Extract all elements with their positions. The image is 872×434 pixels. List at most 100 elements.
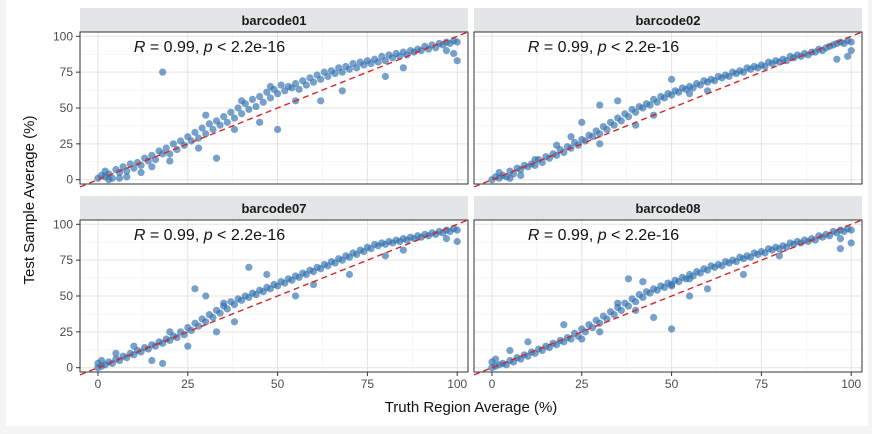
x-axis-title: Truth Region Average (%) <box>385 399 558 416</box>
data-point <box>309 78 318 86</box>
data-point <box>553 141 561 149</box>
x-tick-label: 0 <box>95 377 102 391</box>
data-point <box>453 237 461 246</box>
x-tick-label: 100 <box>447 377 467 391</box>
y-tick-label: 75 <box>60 65 74 79</box>
data-point <box>703 285 712 293</box>
data-point <box>578 118 586 126</box>
data-point <box>560 148 568 157</box>
y-tick-label: 25 <box>60 137 74 151</box>
data-point <box>442 235 451 243</box>
correlation-annotation: R = 0.99, p < 2.2e-16 <box>134 227 285 244</box>
data-point <box>381 252 389 260</box>
x-tick-label: 0 <box>489 377 496 391</box>
data-point <box>202 130 210 138</box>
data-point <box>194 144 203 152</box>
data-point <box>588 133 597 141</box>
correlation-annotation: R = 0.99, p < 2.2e-16 <box>528 39 679 56</box>
data-point <box>331 69 339 78</box>
panel-strip <box>80 196 468 220</box>
correlation-annotation: R = 0.99, p < 2.2e-16 <box>528 227 679 244</box>
data-point <box>338 68 346 76</box>
data-point <box>205 120 213 128</box>
data-point <box>115 174 124 182</box>
data-point <box>517 171 525 179</box>
data-point <box>273 90 282 98</box>
data-point <box>273 125 282 134</box>
data-point <box>291 292 300 300</box>
data-point <box>603 125 611 134</box>
data-point <box>223 118 231 126</box>
data-point <box>123 167 131 175</box>
data-point <box>148 163 156 171</box>
data-point <box>617 306 625 314</box>
data-point <box>524 338 532 346</box>
data-point <box>212 328 221 336</box>
x-tick-label: 75 <box>361 377 375 391</box>
data-point <box>624 302 633 310</box>
data-point <box>685 90 694 98</box>
data-point <box>302 81 310 89</box>
data-point <box>184 342 192 350</box>
y-tick-label: 100 <box>53 217 73 231</box>
data-point <box>847 38 855 46</box>
panel-border <box>473 31 863 185</box>
data-point <box>617 117 625 125</box>
y-tick-label: 50 <box>60 101 74 115</box>
data-point <box>531 156 539 164</box>
panel-title: barcode08 <box>635 201 700 216</box>
data-point <box>202 318 210 326</box>
figure: barcode01 R = 0.99, p < 2.2e-16 0 25 50 75 100… <box>6 0 868 426</box>
data-point <box>216 309 224 317</box>
panel-strip <box>474 8 862 32</box>
data-point <box>162 144 170 152</box>
data-point <box>596 130 604 138</box>
x-tick-label: 50 <box>271 377 285 391</box>
data-point <box>345 270 354 279</box>
data-point <box>234 104 242 112</box>
y-tick-label: 100 <box>53 29 73 43</box>
data-point <box>263 88 271 96</box>
data-point <box>775 252 783 260</box>
data-point <box>230 318 239 326</box>
data-point <box>151 156 160 164</box>
panel-title: barcode01 <box>241 13 306 28</box>
data-point <box>317 97 325 105</box>
data-point <box>844 52 852 60</box>
data-point <box>169 140 178 148</box>
data-point <box>191 128 199 136</box>
data-point <box>639 293 647 302</box>
data-point <box>266 94 275 102</box>
panel-border <box>473 219 863 373</box>
y-tick-label: 75 <box>60 253 74 267</box>
faceted-scatter-chart: barcode01 R = 0.99, p < 2.2e-16 0 25 50 75 100… <box>21 8 863 416</box>
data-point <box>277 81 285 89</box>
data-point <box>252 102 260 111</box>
y-tick-label: 25 <box>60 325 74 339</box>
data-point <box>212 154 221 162</box>
data-point <box>345 65 354 73</box>
data-point <box>324 72 332 81</box>
data-point <box>639 278 647 286</box>
data-point <box>245 105 253 114</box>
data-point <box>220 299 228 307</box>
data-point <box>596 140 604 148</box>
y-axis-title: Test Sample Average (%) <box>21 116 38 285</box>
data-point <box>847 47 855 55</box>
data-point <box>442 47 451 55</box>
data-point <box>220 113 228 121</box>
data-point <box>560 321 568 329</box>
data-point <box>610 121 618 129</box>
data-point <box>739 270 748 279</box>
data-point <box>230 125 239 134</box>
data-point <box>836 245 845 253</box>
y-tick-label: 50 <box>60 289 74 303</box>
data-point <box>453 38 461 46</box>
data-point <box>567 133 575 141</box>
data-point <box>453 57 461 65</box>
data-point <box>209 125 217 134</box>
data-point <box>847 239 855 247</box>
data-point <box>295 85 303 93</box>
data-point <box>223 305 231 313</box>
panel-barcode07: barcode07 R = 0.99, p < 2.2e-16 0 25 50 75 100… <box>53 196 469 391</box>
